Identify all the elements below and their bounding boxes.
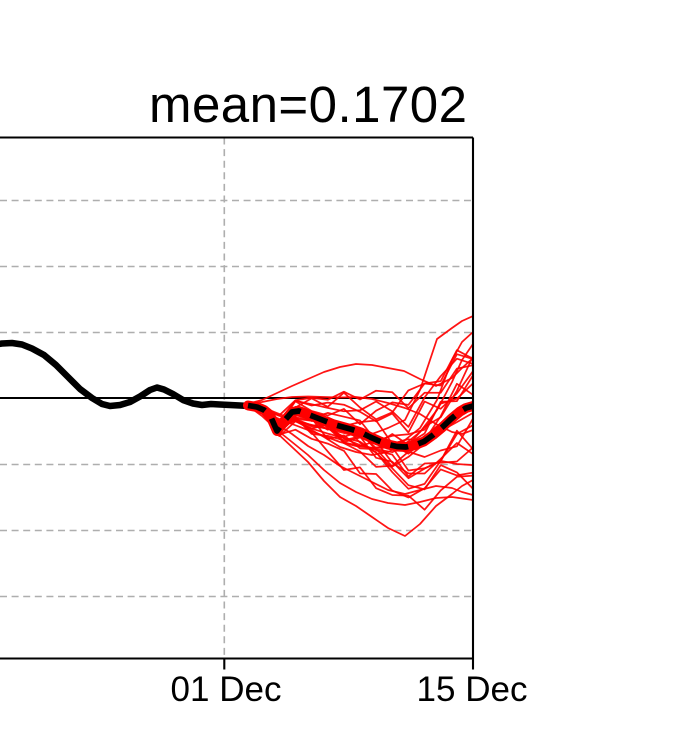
svg-text:01 Dec: 01 Dec	[171, 670, 282, 709]
svg-text:15 Dec: 15 Dec	[417, 670, 528, 709]
svg-text:mean=0.1702: mean=0.1702	[149, 76, 467, 133]
